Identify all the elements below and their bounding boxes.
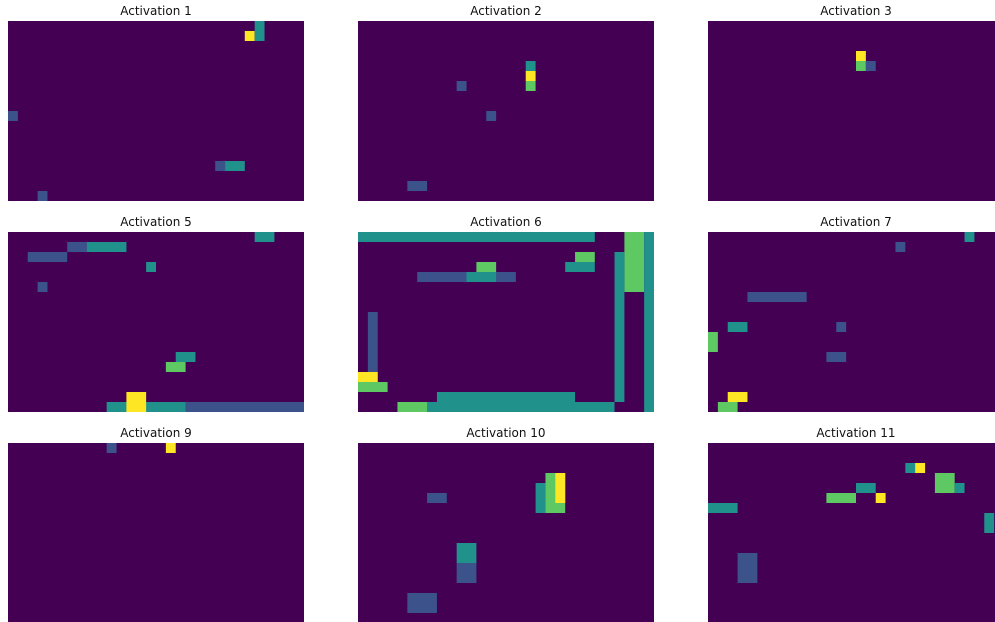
activation-cell	[186, 402, 304, 412]
activation-cell	[955, 483, 965, 493]
activation-cell	[965, 232, 975, 242]
activation-cell	[38, 282, 48, 292]
map-background	[708, 443, 995, 622]
activation-cell	[895, 242, 905, 252]
activation-cell	[397, 402, 614, 412]
activation-map	[358, 443, 654, 622]
activation-cell	[738, 553, 758, 583]
activation-cell	[146, 262, 156, 272]
activation-cell	[826, 493, 856, 503]
activation-cell	[215, 161, 225, 171]
activation-cell	[856, 61, 866, 71]
activation-cell	[624, 232, 644, 292]
panel-title: Activation 1	[120, 4, 192, 18]
activation-cell	[427, 493, 447, 503]
activation-cell	[255, 21, 265, 41]
activation-cell	[126, 392, 146, 402]
activation-cell	[575, 252, 595, 262]
activation-cell	[747, 292, 806, 302]
activation-cell	[644, 232, 654, 412]
activation-cell	[358, 232, 595, 242]
activation-cell	[708, 503, 738, 513]
activation-map	[8, 21, 304, 201]
panel-title: Activation 7	[820, 215, 892, 229]
activation-map	[358, 21, 654, 201]
activation-cell	[437, 392, 575, 402]
activation-cell	[526, 71, 536, 81]
panel-title: Activation 3	[820, 4, 892, 18]
activation-map	[708, 443, 995, 622]
activation-cell	[536, 483, 546, 513]
activation-cell	[467, 272, 497, 282]
map-background	[708, 232, 995, 412]
activation-cell	[225, 161, 245, 171]
activation-cell	[457, 543, 477, 563]
activation-cell	[407, 181, 427, 191]
activation-cell	[87, 242, 126, 252]
activation-cell	[486, 111, 496, 121]
map-background	[708, 21, 995, 201]
map-background	[358, 443, 654, 622]
activation-cell	[28, 252, 67, 262]
activation-cell	[457, 563, 477, 583]
map-background	[358, 232, 654, 412]
activation-cell	[876, 493, 886, 503]
activation-cell	[38, 191, 48, 201]
activation-cell	[176, 352, 196, 362]
activation-cell	[358, 382, 388, 392]
activation-cell	[245, 31, 255, 41]
map-background	[358, 21, 654, 201]
panel-title: Activation 6	[470, 215, 542, 229]
activation-map	[708, 21, 995, 201]
activation-cell	[935, 473, 955, 493]
activation-cell	[856, 483, 876, 493]
activation-cell	[358, 372, 378, 382]
activation-map	[358, 232, 654, 412]
activation-cell	[728, 392, 748, 402]
activation-cell	[407, 593, 437, 613]
activation-cell	[826, 352, 846, 362]
activation-cell	[836, 322, 846, 332]
panel-title: Activation 9	[120, 426, 192, 440]
activation-cell	[457, 81, 467, 91]
activation-cell	[8, 111, 18, 121]
activation-cell	[476, 262, 496, 272]
activation-cell	[615, 252, 625, 402]
activation-cell	[255, 232, 275, 242]
activation-cell	[565, 262, 595, 272]
activation-cell	[856, 51, 866, 61]
activation-map	[708, 232, 995, 412]
activation-cell	[166, 362, 186, 372]
activation-cell	[166, 443, 176, 453]
activation-cell	[526, 81, 536, 91]
map-background	[8, 443, 304, 622]
activation-cell	[397, 402, 427, 412]
activation-cell	[718, 402, 738, 412]
panel-title: Activation 11	[816, 426, 895, 440]
panel-title: Activation 5	[120, 215, 192, 229]
activation-cell	[555, 473, 565, 503]
activation-cell	[126, 402, 146, 412]
panel-title: Activation 10	[466, 426, 545, 440]
figure: Activation 1 Activation 2 Activation 3 Acti…	[0, 0, 995, 622]
activation-cell	[526, 61, 536, 71]
activation-cell	[728, 322, 748, 332]
activation-cell	[708, 332, 718, 352]
panel-title: Activation 2	[470, 4, 542, 18]
map-background	[8, 21, 304, 201]
activation-cell	[107, 443, 117, 453]
activation-map	[8, 443, 304, 622]
activation-map	[8, 232, 304, 412]
activation-cell	[984, 513, 994, 533]
activation-cell	[915, 463, 925, 473]
activation-cell	[866, 61, 876, 71]
